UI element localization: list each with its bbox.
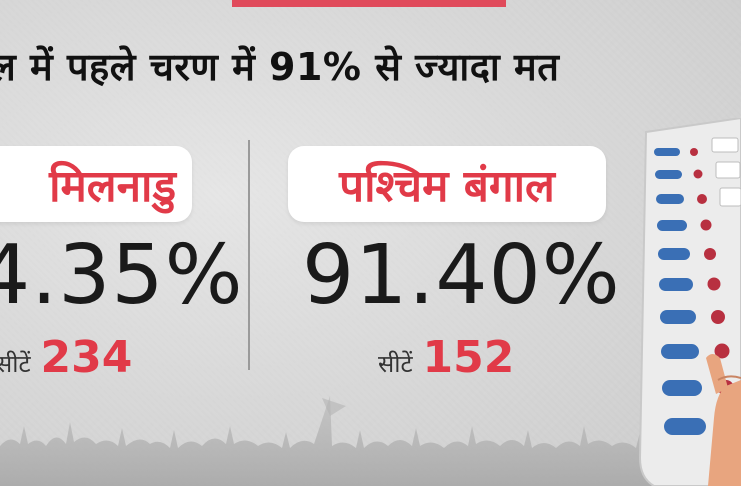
state-name-right: पश्चिम बंगाल xyxy=(339,161,555,212)
column-divider xyxy=(248,140,250,370)
state-pill-left: मिलनाडु xyxy=(0,146,192,222)
headline: ल में पहले चरण में 91% से ज्यादा मत xyxy=(0,45,560,89)
seats-left: सीटें 234 xyxy=(0,332,132,383)
turnout-right: 91.40% xyxy=(302,228,621,323)
seats-count-left: 234 xyxy=(40,332,133,383)
state-pill-right: पश्चिम बंगाल xyxy=(288,146,606,222)
voting-hand-icon xyxy=(706,354,741,486)
turnout-left: 4.35% xyxy=(0,228,244,323)
seats-right: सीटें 152 xyxy=(378,332,514,383)
top-accent-strip xyxy=(232,0,506,7)
seats-label-left: सीटें xyxy=(0,350,31,378)
crowd-silhouette-icon xyxy=(0,396,741,486)
state-name-left: मिलनाडु xyxy=(49,161,176,212)
evm-machine-icon xyxy=(638,118,741,486)
seats-label-right: सीटें xyxy=(378,350,413,378)
seats-count-right: 152 xyxy=(422,332,515,383)
